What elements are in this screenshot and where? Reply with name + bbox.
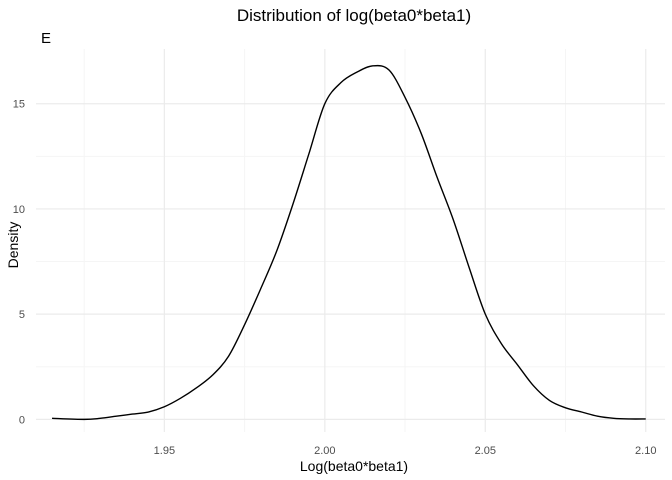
density-line bbox=[52, 64, 646, 421]
x-tick-label: 2.10 bbox=[635, 445, 656, 457]
y-tick-label: 10 bbox=[13, 204, 25, 216]
x-tick-label: 1.95 bbox=[154, 445, 175, 457]
y-tick-label: 0 bbox=[19, 414, 25, 426]
plot-area bbox=[52, 64, 646, 421]
y-tick-label: 15 bbox=[13, 99, 25, 111]
x-axis-ticks: 1.95 2.00 2.05 2.10 bbox=[154, 445, 657, 457]
plot-tag: E bbox=[41, 30, 51, 47]
x-tick-label: 2.05 bbox=[475, 445, 496, 457]
y-tick-label: 5 bbox=[19, 309, 25, 321]
x-tick-label: 2.00 bbox=[314, 445, 335, 457]
y-axis-title: Density bbox=[5, 222, 21, 269]
x-axis-title: Log(beta0*beta1) bbox=[300, 458, 408, 474]
y-axis-ticks: 0 5 10 15 bbox=[13, 99, 25, 427]
chart-title: Distribution of log(beta0*beta1) bbox=[237, 6, 471, 25]
grid bbox=[36, 49, 665, 432]
